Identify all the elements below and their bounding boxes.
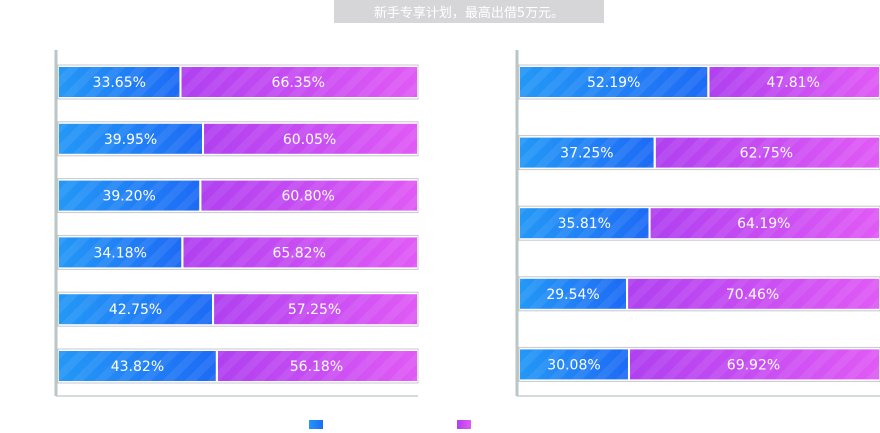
- bar-frame: [518, 205, 880, 241]
- bar-stripe-overlay: [520, 208, 879, 239]
- bar-stripe-overlay: [59, 180, 417, 211]
- bar-frame: [518, 135, 880, 171]
- data-label-series-b: 47.81%: [766, 75, 819, 91]
- bar-divider: [707, 67, 710, 97]
- bar-divider: [626, 278, 629, 309]
- bar-divider: [215, 351, 218, 381]
- bar-frame: [518, 64, 880, 100]
- bar-frame: [57, 348, 419, 384]
- chart-2: 52.19% 47.81% 37.25% 62.75% 35.81% 64.19% 29.5…: [515, 50, 880, 397]
- bar-divider: [212, 294, 215, 325]
- bar-divider: [179, 67, 182, 97]
- data-label-series-a: 30.08%: [547, 357, 600, 373]
- data-label-series-b: 70.46%: [726, 287, 779, 303]
- bar-stripe-overlay: [59, 237, 417, 268]
- legend-swatch-series-b: [457, 420, 471, 429]
- data-label-series-b: 64.19%: [737, 216, 790, 232]
- bar-divider: [627, 349, 630, 380]
- data-label-series-b: 65.82%: [272, 245, 325, 261]
- bar-divider: [653, 137, 656, 168]
- chart-1: 33.65% 66.35% 39.95% 60.05% 39.20% 60.80% 34.1…: [54, 50, 419, 397]
- data-label-series-b: 62.75%: [740, 146, 793, 162]
- bar-divider: [199, 180, 202, 211]
- bar-divider: [648, 208, 651, 239]
- promo-banner: 新手专享计划，最高出借5万元。: [334, 0, 604, 23]
- bar-stripe-overlay: [520, 349, 879, 380]
- bar-divider: [202, 123, 205, 154]
- bar-stripe-overlay: [59, 67, 417, 97]
- data-label-series-b: 69.92%: [727, 357, 780, 373]
- bar-stripe-overlay: [520, 137, 879, 168]
- bar-frame: [57, 291, 419, 327]
- data-label-series-a: 43.82%: [111, 359, 164, 375]
- data-label-series-a: 39.20%: [102, 189, 155, 205]
- promo-banner-text: 新手专享计划，最高出借5万元。: [373, 6, 565, 21]
- data-label-series-a: 42.75%: [109, 302, 162, 318]
- data-label-series-a: 35.81%: [558, 216, 611, 232]
- data-label-series-b: 57.25%: [288, 302, 341, 318]
- legend-swatch-series-a: [309, 420, 323, 429]
- data-label-series-a: 39.95%: [104, 132, 157, 148]
- bar-stripe-overlay: [520, 278, 879, 309]
- bar-stripe-overlay: [59, 123, 417, 154]
- data-label-series-a: 52.19%: [587, 75, 640, 91]
- bar-frame: [57, 121, 419, 157]
- data-label-series-a: 29.54%: [546, 287, 599, 303]
- data-label-series-b: 56.18%: [290, 359, 343, 375]
- data-label-series-b: 60.05%: [283, 132, 336, 148]
- bar-stripe-overlay: [520, 67, 879, 97]
- data-label-series-b: 60.80%: [281, 189, 334, 205]
- bar-divider: [181, 237, 184, 268]
- bar-frame: [57, 234, 419, 270]
- bar-frame: [57, 178, 419, 214]
- bar-stripe-overlay: [59, 351, 417, 381]
- bar-frame: [518, 276, 880, 312]
- data-label-series-a: 34.18%: [93, 245, 146, 261]
- data-label-series-a: 37.25%: [560, 146, 613, 162]
- bar-frame: [57, 64, 419, 100]
- bar-frame: [518, 346, 880, 382]
- bar-stripe-overlay: [59, 294, 417, 325]
- data-label-series-b: 66.35%: [272, 75, 325, 91]
- data-label-series-a: 33.65%: [93, 75, 146, 91]
